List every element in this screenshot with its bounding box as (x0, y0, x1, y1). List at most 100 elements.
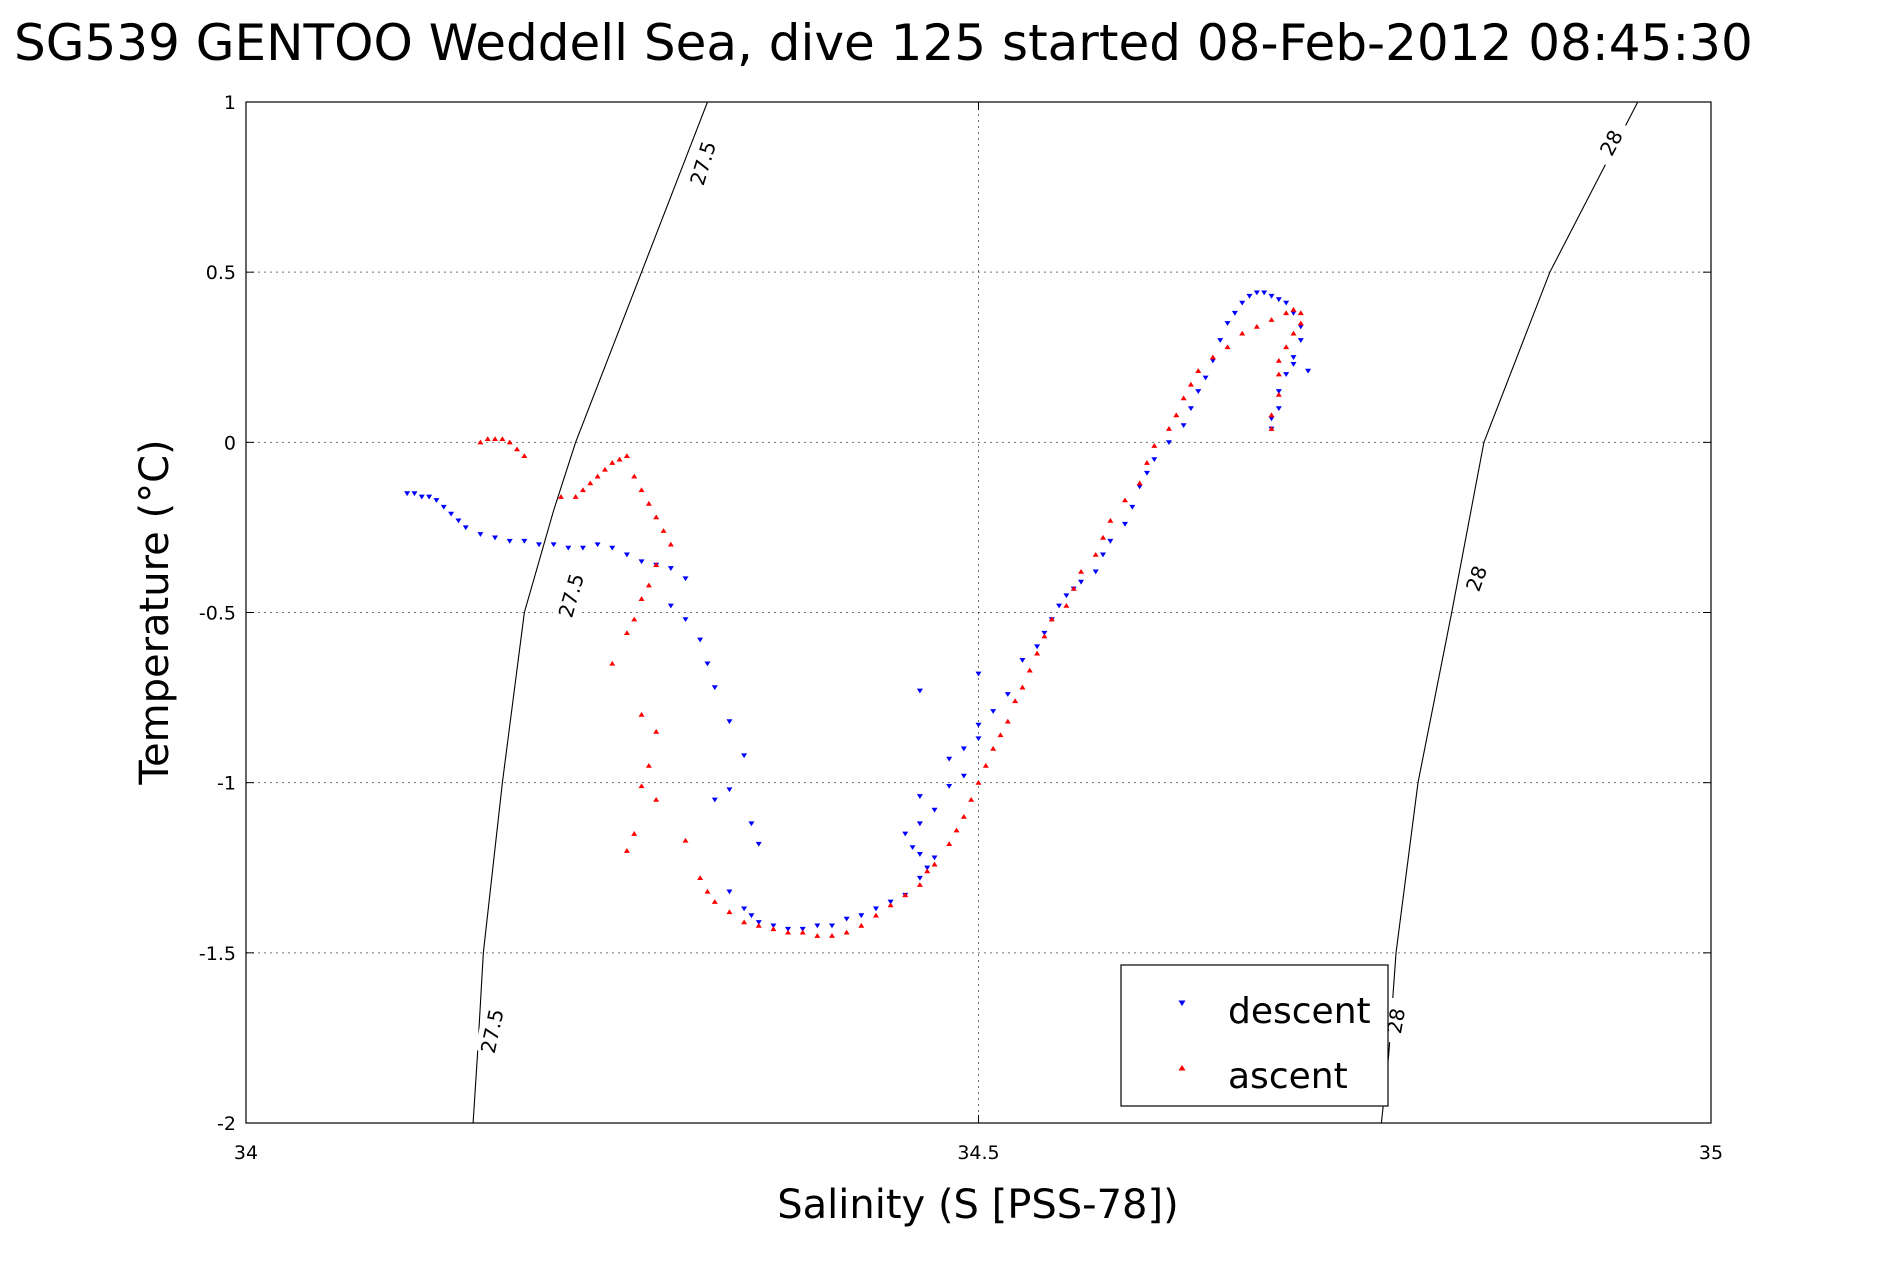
point-ascent (924, 868, 931, 874)
x-tick-label: 35 (1699, 1142, 1723, 1164)
point-descent (506, 538, 513, 544)
point-descent (550, 542, 557, 548)
point-descent (916, 794, 923, 799)
point-ascent (814, 933, 821, 938)
point-descent (1195, 389, 1202, 394)
point-ascent (1173, 412, 1180, 418)
point-descent (924, 865, 931, 871)
point-descent (492, 535, 499, 541)
point-ascent (638, 487, 645, 493)
point-descent (1275, 297, 1282, 303)
point-descent (1107, 538, 1114, 544)
point-descent (711, 685, 718, 691)
chart-title: SG539 GENTOO Weddell Sea, dive 125 start… (14, 14, 1753, 72)
point-descent (448, 511, 455, 517)
point-descent (1275, 389, 1282, 394)
point-ascent (1268, 317, 1275, 322)
point-descent (1034, 644, 1041, 650)
point-descent (1202, 375, 1209, 381)
point-descent (1122, 521, 1128, 527)
point-ascent (1297, 320, 1304, 326)
point-ascent (623, 453, 630, 459)
point-descent (1268, 416, 1275, 422)
point-descent (1231, 310, 1238, 316)
point-ascent (1100, 534, 1107, 540)
point-ascent (660, 528, 667, 533)
y-tick-label: -1 (217, 773, 236, 795)
point-ascent (623, 848, 630, 853)
point-descent (462, 525, 469, 531)
point-ascent (799, 929, 806, 935)
point-ascent (902, 892, 909, 898)
point-descent (916, 821, 923, 827)
axis-ticks: 34 34.5 35 1 0.5 0 -0.5 -1 -1.5 -2 (199, 92, 1723, 1164)
series-ascent (477, 306, 1304, 938)
point-ascent (572, 494, 579, 499)
point-ascent (1187, 381, 1194, 387)
contour-label-bg (1456, 553, 1497, 604)
y-tick-label: -1.5 (199, 943, 236, 965)
y-tick-label: 1 (224, 92, 236, 114)
point-descent (1151, 457, 1158, 463)
point-ascent (741, 919, 748, 925)
point-ascent (1092, 551, 1099, 557)
point-ascent (858, 922, 865, 928)
point-ascent (711, 899, 718, 904)
point-ascent (755, 922, 762, 928)
point-ascent (1026, 667, 1033, 673)
point-ascent (1107, 517, 1114, 523)
legend-marker-ascent (1178, 1064, 1186, 1071)
point-descent (975, 736, 982, 742)
point-ascent (997, 732, 1004, 738)
point-descent (565, 545, 572, 551)
point-ascent (587, 480, 594, 486)
point-descent (814, 923, 821, 929)
point-ascent (953, 827, 960, 833)
point-descent (455, 518, 462, 524)
point-ascent (653, 728, 660, 734)
point-ascent (975, 779, 982, 785)
point-ascent (1290, 330, 1297, 336)
point-ascent (1195, 368, 1202, 373)
point-ascent (1290, 306, 1297, 312)
point-ascent (1048, 616, 1055, 622)
point-descent (916, 852, 923, 857)
point-ascent (968, 796, 975, 802)
point-descent (536, 542, 542, 548)
point-ascent (653, 514, 660, 520)
point-descent (748, 821, 755, 827)
point-descent (1180, 423, 1187, 429)
point-descent (909, 845, 916, 851)
legend-box (1120, 964, 1389, 1107)
point-descent (1100, 552, 1107, 558)
grid (246, 102, 1711, 1123)
point-ascent (1275, 371, 1282, 377)
point-descent (726, 889, 733, 895)
point-ascent (631, 616, 638, 622)
point-descent (1224, 321, 1231, 326)
point-descent (916, 875, 923, 881)
point-descent (960, 773, 967, 779)
point-descent (667, 566, 674, 571)
contour-label: 27.5 (476, 1007, 509, 1056)
point-ascent (1297, 310, 1304, 316)
point-descent (858, 913, 865, 919)
point-descent (1297, 324, 1304, 330)
point-descent (1246, 293, 1253, 299)
point-ascent (1224, 344, 1231, 350)
point-ascent (1209, 354, 1216, 360)
point-descent (418, 494, 425, 500)
x-tick-label: 34.5 (957, 1142, 999, 1164)
point-ascent (770, 926, 777, 932)
y-tick-label: 0 (224, 432, 236, 454)
point-descent (741, 906, 748, 912)
legend-marker-descent (1178, 1000, 1186, 1007)
point-descent (931, 807, 938, 813)
point-ascent (1268, 426, 1275, 431)
point-ascent (697, 875, 704, 881)
point-ascent (1019, 684, 1026, 690)
point-ascent (1078, 568, 1085, 574)
point-descent (1056, 603, 1063, 609)
point-descent (1305, 368, 1312, 374)
point-ascent (946, 841, 953, 847)
